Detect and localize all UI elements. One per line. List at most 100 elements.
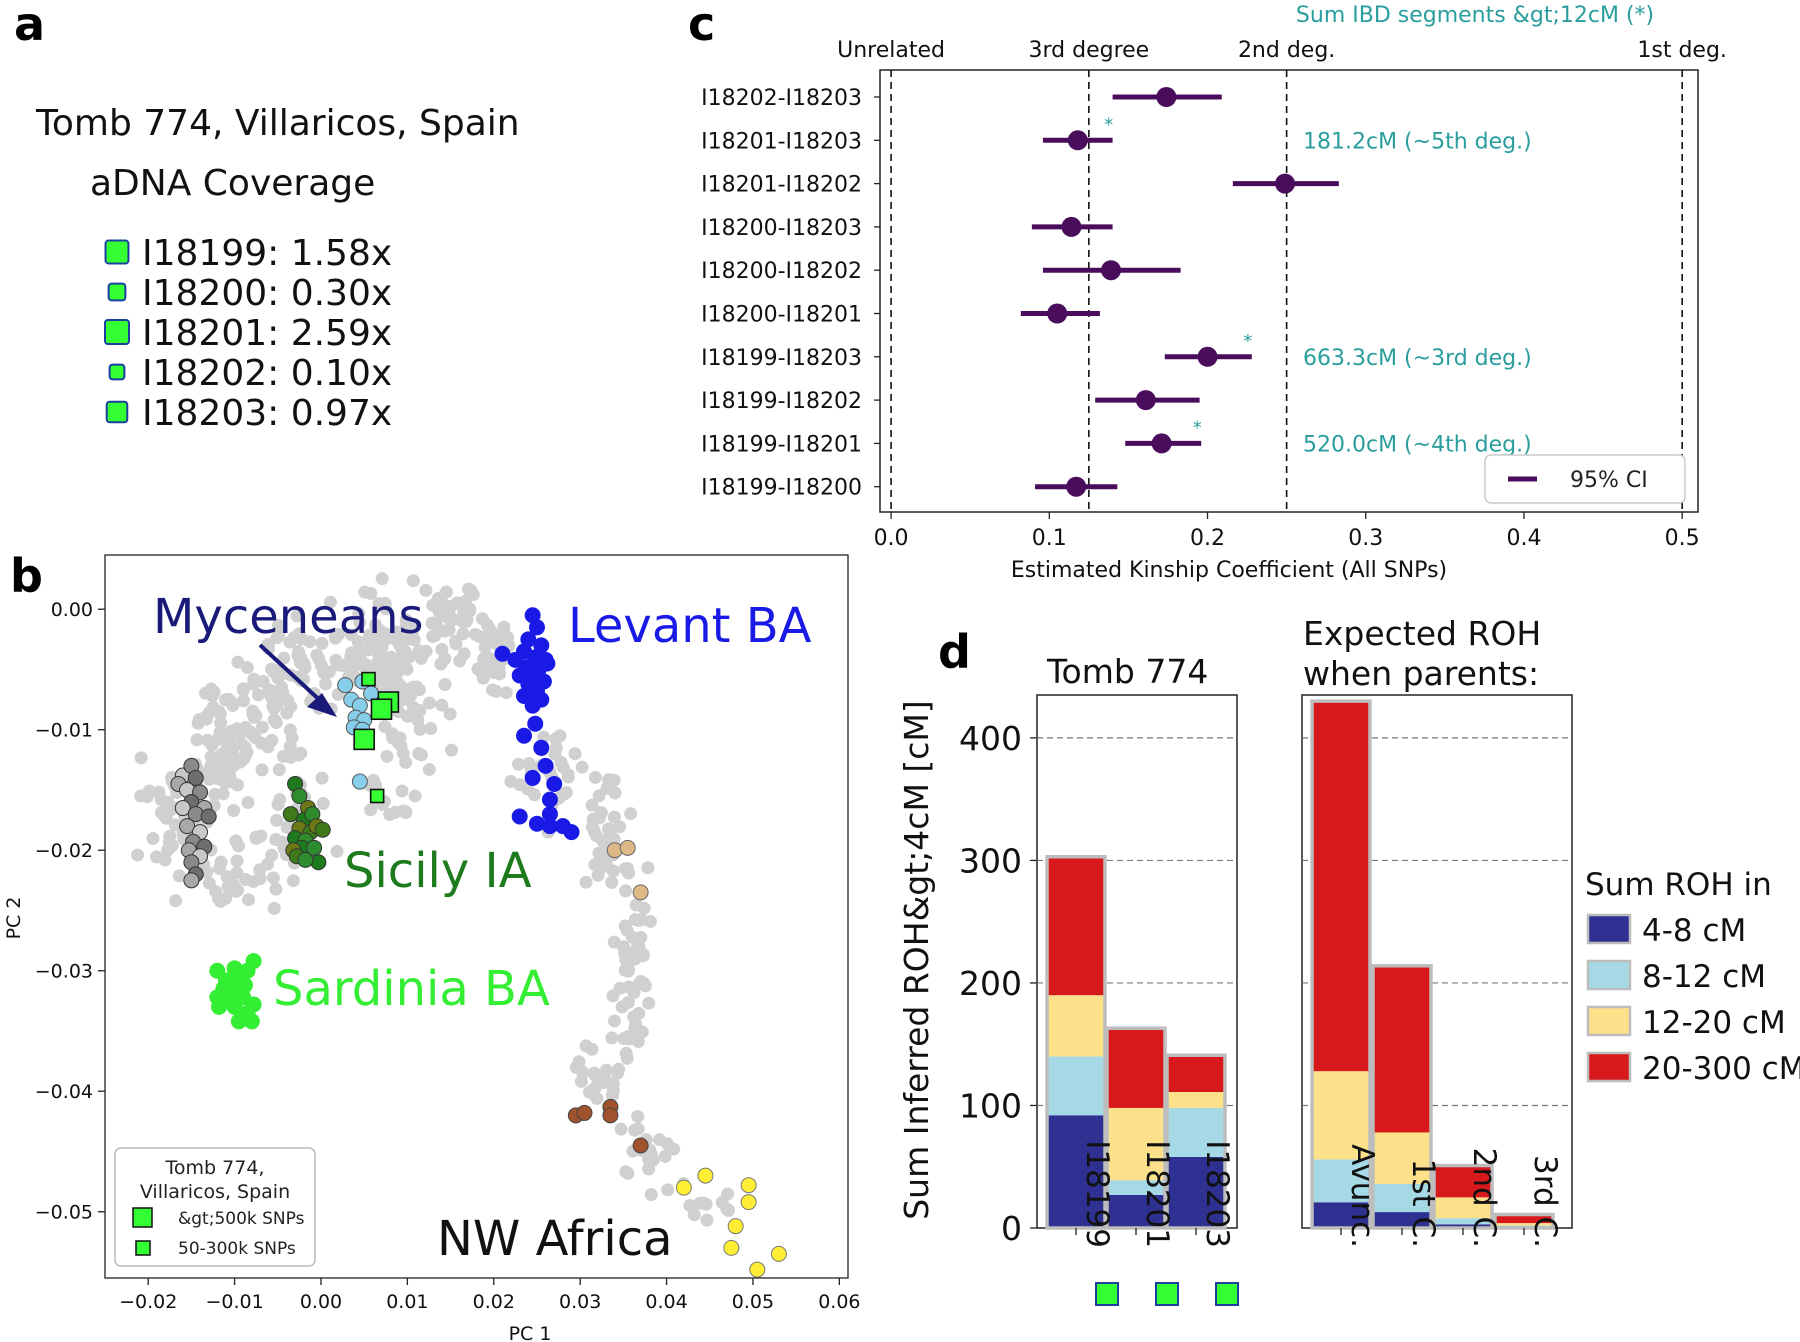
pca-background-point-686 <box>366 773 380 787</box>
pca-background-point-613 <box>629 1017 643 1031</box>
pca-x-tick-label-3: 0.01 <box>386 1291 428 1313</box>
pca-background-point-163 <box>233 755 247 769</box>
pca-background-point-671 <box>696 1196 710 1210</box>
pca-background-point-584 <box>629 898 643 912</box>
roh-bar-1-2-2 <box>1434 1197 1492 1219</box>
pca-x-ticks: −0.02 −0.01 0.00 0.01 0.02 0.03 0.04 0.05 0.06 <box>119 1278 861 1313</box>
pca-background-point-485 <box>292 748 306 762</box>
pca-yellow-point-0 <box>675 1179 692 1196</box>
label-sardinia-ba: Sardinia BA <box>273 961 550 1017</box>
panel-label-d: d <box>938 625 971 679</box>
pca-background-point-196 <box>283 635 297 649</box>
pca-levant-point-21 <box>516 727 533 744</box>
kinship-pair-label-5: I18200-I18201 <box>701 303 862 328</box>
pca-background-point-237 <box>329 653 343 667</box>
pca-background-point-397 <box>352 607 366 621</box>
kinship-pair-label-6: I18199-I18203 <box>701 346 862 371</box>
pca-yellow-point-5 <box>723 1239 740 1256</box>
pca-background-point-209 <box>294 632 308 646</box>
pca-background-point-481 <box>283 739 297 753</box>
pca-background-point-583 <box>620 923 634 937</box>
pca-background-point-283 <box>438 677 452 691</box>
pca-sicily-point-1 <box>291 788 308 804</box>
pca-background-point-168 <box>233 725 247 739</box>
roh-bar-1-0-2 <box>1312 1071 1370 1160</box>
pca-background-point-474 <box>286 874 300 888</box>
coverage-label-0: I18199: 1.58x <box>142 233 392 274</box>
pca-background-point-358 <box>453 654 467 668</box>
pca-background-point-33 <box>158 853 172 867</box>
pca-greys-point-19 <box>183 872 200 889</box>
roh-x-label-1-3: 3rd C. <box>1527 1155 1563 1248</box>
pca-greys-point-2 <box>187 769 204 786</box>
pca-background-point-628 <box>605 1088 619 1102</box>
pca-legend-small-marker <box>135 1240 151 1256</box>
pca-background-point-21 <box>169 894 183 908</box>
pca-background-point-430 <box>230 854 244 868</box>
roh-y-tick-label-0: 0 <box>1001 1209 1022 1248</box>
pca-background-point-614 <box>606 989 620 1003</box>
kinship-pair-label-9: I18199-I18200 <box>701 476 862 501</box>
pca-sicily-point-17 <box>297 851 314 868</box>
roh-bar-0-0-0 <box>1047 1115 1105 1228</box>
kinship-pair-label-0: I18202-I18203 <box>701 86 862 111</box>
roh-bar-0-0-2 <box>1047 995 1105 1057</box>
pca-background-point-265 <box>435 698 449 712</box>
pca-background-point-520 <box>548 747 562 761</box>
roh-legend-label-3: 20-300 cM <box>1642 1051 1800 1087</box>
pca-background-point-630 <box>576 1065 590 1079</box>
pca-background-point-439 <box>227 803 241 817</box>
kinship-x-ticks: 0.0 0.1 0.2 0.3 0.4 0.5 <box>874 512 1700 551</box>
pca-levant-point-1 <box>528 619 545 636</box>
pca-background-point-421 <box>345 646 359 660</box>
roh-bar-1-3-2 <box>1495 1223 1553 1226</box>
pca-greys-point-11 <box>179 818 196 835</box>
panel-d: d Tomb 774 Expected ROH when parents: 0 1… <box>897 614 1800 1306</box>
pca-background-point-656 <box>658 1149 672 1163</box>
pca-background-point-665 <box>661 1183 675 1197</box>
pca-background-point-658 <box>631 1122 645 1136</box>
roh-x-label-0-0: I18199 <box>1079 1140 1115 1248</box>
pca-background-point-639 <box>599 1063 613 1077</box>
pca-background-point-647 <box>667 1142 681 1156</box>
kinship-ibd-note-1: 181.2cM (~5th deg.) <box>1303 129 1532 154</box>
pca-background-point-195 <box>319 677 333 691</box>
kinship-ibd-title: Sum IBD segments &gt;12cM (*) <box>1296 3 1654 28</box>
pca-background-point-41 <box>168 818 182 832</box>
pca-y-label: PC 2 <box>3 897 25 940</box>
pca-y-tick-label-4: −0.04 <box>35 1081 93 1103</box>
roh-bar-0-1-2 <box>1107 1107 1165 1181</box>
pca-background-point-525 <box>624 807 638 821</box>
roh-y-tick-label-3: 300 <box>959 841 1022 880</box>
pca-y-tick-label-0: 0.00 <box>51 599 93 621</box>
pca-background-point-611 <box>621 1030 635 1044</box>
pca-background-point-272 <box>396 746 410 760</box>
pca-background-point-206 <box>298 661 312 675</box>
pca-background-point-175 <box>315 636 329 650</box>
pca-sicily-point-3 <box>282 806 299 823</box>
pca-background-point-200 <box>314 658 328 672</box>
pca-background-point-558 <box>600 781 614 795</box>
pca-levant-point-25 <box>546 775 563 792</box>
pca-background-point-582 <box>634 930 648 944</box>
roh-legend-label-2: 12-20 cM <box>1642 1005 1786 1041</box>
pca-background-point-612 <box>605 1031 619 1045</box>
kinship-x-tick-label-2: 0.2 <box>1190 526 1225 551</box>
pca-background-point-109 <box>207 685 221 699</box>
roh-bar-1-0-1 <box>1312 1159 1370 1203</box>
kinship-legend-label: 95% CI <box>1570 468 1648 493</box>
roh-bar-0-2-1 <box>1167 1107 1225 1157</box>
pca-background-point-608 <box>631 1035 645 1049</box>
kinship-estimate-8 <box>1151 433 1172 454</box>
pca-background-point-469 <box>270 813 284 827</box>
pca-sicily-point-11 <box>314 821 331 838</box>
kinship-estimate-0 <box>1156 87 1177 107</box>
pca-background-point-131 <box>243 725 257 739</box>
pca-background-point-423 <box>391 635 405 649</box>
roh-x-label-1-2: 2nd C. <box>1466 1148 1502 1248</box>
kinship-x-tick-label-0: 0.0 <box>874 526 909 551</box>
pca-background-point-556 <box>585 820 599 834</box>
kinship-degree-label-0: Unrelated <box>837 38 945 63</box>
roh-bar-0-1-0 <box>1107 1194 1165 1228</box>
